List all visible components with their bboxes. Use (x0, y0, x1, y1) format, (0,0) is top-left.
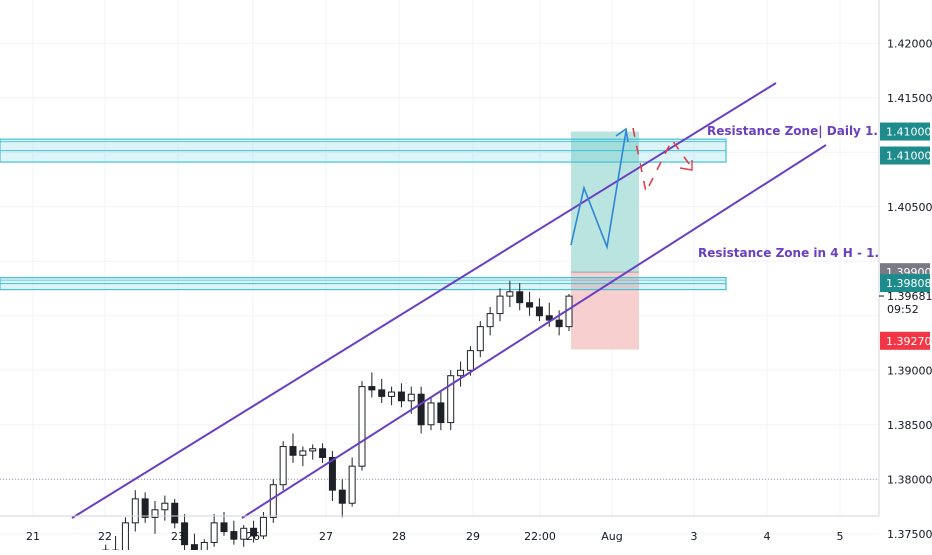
time-tick-label: 27 (319, 530, 333, 543)
price-tag-label: 1.39270 (886, 335, 932, 348)
candle-body (319, 448, 327, 458)
price-tag (880, 274, 930, 293)
time-tick-label: 3 (691, 530, 698, 543)
candle-body (388, 391, 396, 397)
candle-body (240, 527, 248, 540)
time-tick-label: 5 (837, 530, 844, 543)
price-tick-label: 1.38500 (887, 419, 932, 432)
price-channel[interactable] (71, 82, 827, 519)
candle-body (200, 541, 208, 555)
candle-body (348, 465, 356, 504)
candle-body (190, 544, 198, 555)
candle-body (378, 389, 386, 397)
candle-body (427, 402, 435, 426)
candle-body (269, 484, 277, 518)
candles (102, 280, 573, 555)
candle-body (496, 295, 504, 315)
candle-body (417, 393, 425, 426)
time-tick-label: 22:00 (524, 530, 556, 543)
candle-body (506, 291, 514, 297)
candle-body (368, 386, 376, 391)
projection-path (570, 130, 627, 251)
candle-body (171, 502, 179, 524)
candle-body (457, 369, 465, 377)
price-tick-label: 1.38000 (887, 473, 932, 486)
countdown-label: 09:52 (887, 303, 919, 316)
price-tick-label: 1.40500 (887, 201, 932, 214)
time-tick-label: 28 (392, 530, 406, 543)
candle-body (407, 393, 415, 402)
candle-body (526, 302, 534, 308)
dashed-arrowhead (679, 160, 693, 171)
candle-body (545, 315, 553, 321)
candle-body (131, 498, 139, 524)
price-tag (880, 331, 930, 350)
time-tick-label: 26 (246, 530, 260, 543)
candle-body (141, 498, 149, 518)
candle-body (121, 522, 129, 555)
candle-body (486, 313, 494, 328)
time-tick-label: 4 (764, 530, 771, 543)
candle-body (338, 489, 346, 504)
candle-body (328, 456, 336, 491)
candle-body (220, 522, 228, 533)
time-tick-label: 22 (98, 530, 112, 543)
candle-body (161, 502, 169, 511)
price-tick-label: 1.37500 (887, 528, 932, 541)
price-tag (880, 122, 930, 141)
price-tag-label: 1.41000 (886, 126, 932, 139)
time-tick-label: 23 (171, 530, 185, 543)
last-price-label: 1.39681 (887, 290, 932, 303)
candle-body (210, 522, 218, 543)
price-tag-label: 1.41000 (886, 150, 932, 163)
candle-body (289, 446, 297, 456)
candle-body (151, 509, 159, 518)
candle-body (259, 516, 267, 537)
candle-body (181, 522, 189, 546)
time-tick-label: 29 (466, 530, 480, 543)
price-axis[interactable]: 1.42000 1.41500 1.40500 1.39000 1.38500 1.380… (878, 0, 932, 550)
candle-body (555, 319, 563, 328)
price-tag-label: 1.39808 (886, 277, 932, 290)
candle-body (299, 450, 307, 456)
candle-body (309, 448, 317, 452)
price-tick-label: 1.41500 (887, 92, 932, 105)
grid (0, 0, 879, 535)
zone-label-4h: Resistance Zone in 4 H - 1.3980 (698, 246, 912, 260)
zone-label-daily: Resistance Zone| Daily 1.1400 (707, 124, 911, 138)
time-axis[interactable]: 21 22 23 26 27 28 29 22:00 Aug 3 4 5 (0, 515, 879, 543)
candle-body (230, 531, 238, 540)
time-tick-label: Aug (601, 530, 622, 543)
candle-body (358, 386, 366, 467)
price-tag (880, 146, 930, 165)
price-tick-label: 1.39000 (887, 364, 932, 377)
resistance-zones[interactable] (0, 138, 727, 291)
time-tick-label: 21 (26, 530, 40, 543)
zone-labels: Resistance Zone| Daily 1.1400 Resistance … (698, 124, 912, 260)
candle-body (516, 291, 524, 304)
candle-body (447, 375, 455, 424)
candle-body (250, 527, 258, 537)
candle-body (397, 391, 405, 402)
price-tick-label: 1.42000 (887, 37, 932, 50)
candle-body (437, 402, 445, 424)
candle-body (466, 350, 474, 371)
candle-body (279, 446, 287, 486)
channel-upper-line (71, 82, 777, 519)
projection-arrowhead (615, 127, 629, 143)
projection-arrows[interactable] (570, 127, 693, 251)
channel-lower-line (241, 144, 827, 519)
candle-body (476, 326, 484, 352)
candle-body (535, 306, 543, 317)
dashed-projection-path (632, 127, 693, 195)
